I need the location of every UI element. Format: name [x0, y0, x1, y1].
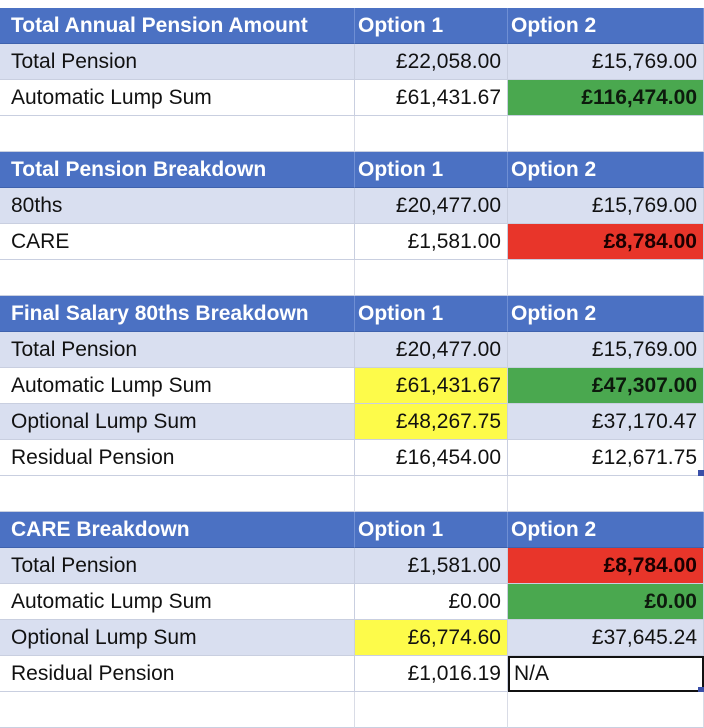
selected-cell[interactable]: N/A [508, 656, 704, 692]
option2-value-cell[interactable]: £37,170.47 [508, 404, 704, 440]
option2-value-cell[interactable]: £37,645.24 [508, 620, 704, 656]
empty-cell[interactable] [0, 476, 355, 512]
header-option1-cell[interactable]: Option 1 [355, 152, 508, 188]
header-option2-cell[interactable]: Option 2 [508, 152, 704, 188]
empty-cell[interactable] [0, 260, 355, 296]
section-header-total-annual: Total Annual Pension Amount Option 1 Opt… [0, 8, 704, 44]
option1-value-cell-highlight-yellow[interactable]: £6,774.60 [355, 620, 508, 656]
header-option2-cell[interactable]: Option 2 [508, 296, 704, 332]
header-option2-cell[interactable]: Option 2 [508, 512, 704, 548]
header-title-cell[interactable]: Final Salary 80ths Breakdown [0, 296, 355, 332]
label-cell[interactable]: Optional Lump Sum [0, 620, 355, 656]
empty-cell[interactable] [508, 116, 704, 152]
label-cell[interactable]: Automatic Lump Sum [0, 584, 355, 620]
option2-value-cell-highlight-red[interactable]: £8,784.00 [508, 224, 704, 260]
empty-cell[interactable] [508, 260, 704, 296]
option1-value-cell-highlight-yellow[interactable]: £48,267.75 [355, 404, 508, 440]
option1-value-cell[interactable]: £20,477.00 [355, 188, 508, 224]
option1-value-cell[interactable]: £61,431.67 [355, 80, 508, 116]
option1-value-cell[interactable]: £16,454.00 [355, 440, 508, 476]
option1-value-cell[interactable]: £20,477.00 [355, 332, 508, 368]
cell-fill-handle[interactable] [698, 470, 704, 476]
header-option1-cell[interactable]: Option 1 [355, 512, 508, 548]
section-header-total-pension-breakdown: Total Pension Breakdown Option 1 Option … [0, 152, 704, 188]
empty-cell[interactable] [355, 692, 508, 728]
option2-value-cell-highlight-green[interactable]: £116,474.00 [508, 80, 704, 116]
label-cell[interactable]: Total Pension [0, 548, 355, 584]
empty-row [0, 692, 704, 728]
empty-cell[interactable] [355, 116, 508, 152]
empty-cell[interactable] [0, 116, 355, 152]
header-option1-cell[interactable]: Option 1 [355, 296, 508, 332]
option1-value-cell[interactable]: £0.00 [355, 584, 508, 620]
option1-value-cell[interactable]: £1,016.19 [355, 656, 508, 692]
section-header-final-salary: Final Salary 80ths Breakdown Option 1 Op… [0, 296, 704, 332]
label-cell[interactable]: Total Pension [0, 332, 355, 368]
empty-row [0, 116, 704, 152]
table-row: Total Pension £1,581.00 £8,784.00 [0, 548, 704, 584]
table-row: Automatic Lump Sum £0.00 £0.00 [0, 584, 704, 620]
spreadsheet-grid: Total Annual Pension Amount Option 1 Opt… [0, 8, 704, 728]
label-cell[interactable]: CARE [0, 224, 355, 260]
header-option2-cell[interactable]: Option 2 [508, 8, 704, 44]
header-title-cell[interactable]: Total Annual Pension Amount [0, 8, 355, 44]
option2-value-cell[interactable]: £15,769.00 [508, 332, 704, 368]
option2-value-cell[interactable]: £12,671.75 [508, 440, 704, 476]
option2-value-cell-highlight-green[interactable]: £47,307.00 [508, 368, 704, 404]
table-row: Optional Lump Sum £6,774.60 £37,645.24 [0, 620, 704, 656]
option1-value-cell[interactable]: £1,581.00 [355, 224, 508, 260]
option1-value-cell[interactable]: £1,581.00 [355, 548, 508, 584]
table-row: Residual Pension £16,454.00 £12,671.75 [0, 440, 704, 476]
empty-cell[interactable] [508, 476, 704, 512]
cell-fill-handle[interactable] [698, 687, 704, 693]
empty-row [0, 260, 704, 296]
label-cell[interactable]: 80ths [0, 188, 355, 224]
section-header-care-breakdown: CARE Breakdown Option 1 Option 2 [0, 512, 704, 548]
label-cell[interactable]: Automatic Lump Sum [0, 80, 355, 116]
option1-value-cell[interactable]: £22,058.00 [355, 44, 508, 80]
option2-value-cell[interactable]: £15,769.00 [508, 188, 704, 224]
empty-cell[interactable] [0, 692, 355, 728]
empty-cell[interactable] [508, 692, 704, 728]
option2-value-cell[interactable]: £15,769.00 [508, 44, 704, 80]
table-row: Automatic Lump Sum £61,431.67 £116,474.0… [0, 80, 704, 116]
label-cell[interactable]: Total Pension [0, 44, 355, 80]
table-row: Automatic Lump Sum £61,431.67 £47,307.00 [0, 368, 704, 404]
label-cell[interactable]: Residual Pension [0, 440, 355, 476]
label-cell[interactable]: Residual Pension [0, 656, 355, 692]
table-row: Residual Pension £1,016.19 N/A [0, 656, 704, 692]
option1-value-cell-highlight-yellow[interactable]: £61,431.67 [355, 368, 508, 404]
table-row: CARE £1,581.00 £8,784.00 [0, 224, 704, 260]
table-row: Total Pension £22,058.00 £15,769.00 [0, 44, 704, 80]
empty-cell[interactable] [355, 476, 508, 512]
header-title-cell[interactable]: CARE Breakdown [0, 512, 355, 548]
label-cell[interactable]: Automatic Lump Sum [0, 368, 355, 404]
table-row: 80ths £20,477.00 £15,769.00 [0, 188, 704, 224]
table-row: Total Pension £20,477.00 £15,769.00 [0, 332, 704, 368]
empty-row [0, 476, 704, 512]
option2-value-cell-highlight-red[interactable]: £8,784.00 [508, 548, 704, 584]
label-cell[interactable]: Optional Lump Sum [0, 404, 355, 440]
header-option1-cell[interactable]: Option 1 [355, 8, 508, 44]
table-row: Optional Lump Sum £48,267.75 £37,170.47 [0, 404, 704, 440]
option2-value-cell-highlight-green[interactable]: £0.00 [508, 584, 704, 620]
empty-cell[interactable] [355, 260, 508, 296]
header-title-cell[interactable]: Total Pension Breakdown [0, 152, 355, 188]
